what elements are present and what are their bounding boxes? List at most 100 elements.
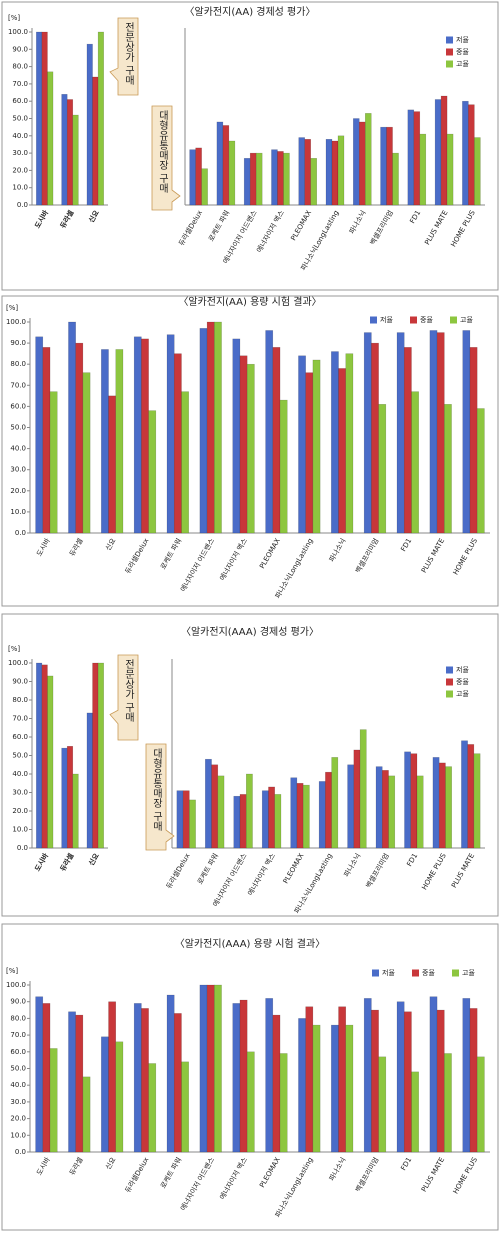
bar <box>217 775 225 849</box>
y-tick-label: 80.0 <box>10 360 26 368</box>
bar <box>115 1041 124 1153</box>
bar <box>195 147 202 206</box>
bar <box>473 753 481 849</box>
bar <box>411 1071 419 1153</box>
bar <box>331 140 339 206</box>
bar <box>86 712 93 849</box>
bar <box>101 1036 109 1153</box>
bar <box>232 1003 241 1153</box>
bar <box>75 342 84 534</box>
bar <box>283 152 290 206</box>
legend-label: 고율 <box>460 316 473 324</box>
bar <box>429 330 438 534</box>
bar <box>382 770 389 849</box>
bar <box>469 1008 478 1153</box>
bar <box>166 334 175 534</box>
y-tick-label: 10.0 <box>12 184 28 192</box>
y-tick-label: 0.0 <box>17 844 28 852</box>
side-label: 대형유통매장 구매 <box>151 748 163 832</box>
bar <box>133 1003 142 1153</box>
bar <box>176 790 184 849</box>
bar <box>440 95 448 206</box>
bar <box>353 749 361 849</box>
bar <box>228 140 236 206</box>
bar <box>359 121 366 206</box>
bar <box>249 152 257 206</box>
legend-swatch <box>446 36 453 44</box>
bar <box>305 372 314 534</box>
callout <box>145 743 175 851</box>
bar <box>272 347 281 534</box>
bar <box>222 125 230 206</box>
y-axis-label: [%] <box>6 304 18 312</box>
callout <box>151 105 181 211</box>
bar <box>380 126 387 206</box>
bar <box>396 1001 405 1153</box>
bar <box>271 149 278 206</box>
bar <box>434 99 442 206</box>
bar <box>462 998 471 1153</box>
bar <box>255 152 263 206</box>
bar <box>476 408 485 534</box>
bar <box>66 99 74 206</box>
y-tick-label: 0.0 <box>17 201 28 209</box>
bar <box>246 773 253 849</box>
bar <box>216 121 224 206</box>
bar <box>61 94 68 206</box>
bar <box>214 984 222 1153</box>
bar <box>47 71 54 206</box>
y-tick-label: 90.0 <box>12 45 28 53</box>
bar <box>279 399 288 534</box>
y-tick-label: 80.0 <box>12 63 28 71</box>
y-tick-label: 40.0 <box>10 1081 26 1089</box>
bar <box>272 1014 281 1153</box>
bar <box>413 111 421 206</box>
bar <box>82 1076 91 1153</box>
legend-swatch <box>410 316 417 324</box>
y-tick-label: 0.0 <box>15 529 26 537</box>
y-axis-label: [%] <box>6 967 18 975</box>
bar <box>436 1009 445 1153</box>
bar <box>462 330 471 534</box>
bar <box>290 777 298 849</box>
bar <box>337 135 345 206</box>
bar <box>404 751 411 849</box>
bar <box>92 662 99 849</box>
bar <box>75 1014 84 1153</box>
bar <box>365 113 372 206</box>
bar <box>378 1056 387 1153</box>
bar <box>61 747 68 849</box>
bar <box>201 168 208 206</box>
bar <box>68 1011 76 1153</box>
y-tick-label: 60.0 <box>12 733 28 741</box>
bar <box>115 349 124 534</box>
bar <box>199 328 208 534</box>
y-tick-label: 20.0 <box>12 807 28 815</box>
y-tick-label: 70.0 <box>12 80 28 88</box>
y-tick-label: 20.0 <box>12 166 28 174</box>
bar <box>232 338 241 534</box>
chart-title: 〈알카전지(AAA) 용량 시험 결과〉 <box>175 938 325 950</box>
bar <box>173 353 182 534</box>
bar <box>305 1006 314 1153</box>
bar <box>310 158 317 206</box>
bar <box>345 353 354 534</box>
bar <box>36 662 43 849</box>
bar <box>371 342 379 534</box>
bar <box>173 1013 182 1153</box>
bar <box>476 1056 485 1153</box>
bar <box>419 133 427 206</box>
bar <box>312 1024 321 1153</box>
y-tick-label: 10.0 <box>10 1131 26 1139</box>
y-tick-label: 80.0 <box>12 696 28 704</box>
y-tick-label: 70.0 <box>10 1031 26 1039</box>
bar <box>86 43 93 206</box>
bar <box>338 368 347 534</box>
legend-label: 저율 <box>456 35 469 44</box>
bar <box>411 391 419 534</box>
y-tick-label: 50.0 <box>10 424 26 432</box>
y-tick-label: 90.0 <box>10 998 26 1006</box>
bar <box>436 332 445 534</box>
bar <box>363 998 372 1153</box>
bar <box>462 100 469 206</box>
